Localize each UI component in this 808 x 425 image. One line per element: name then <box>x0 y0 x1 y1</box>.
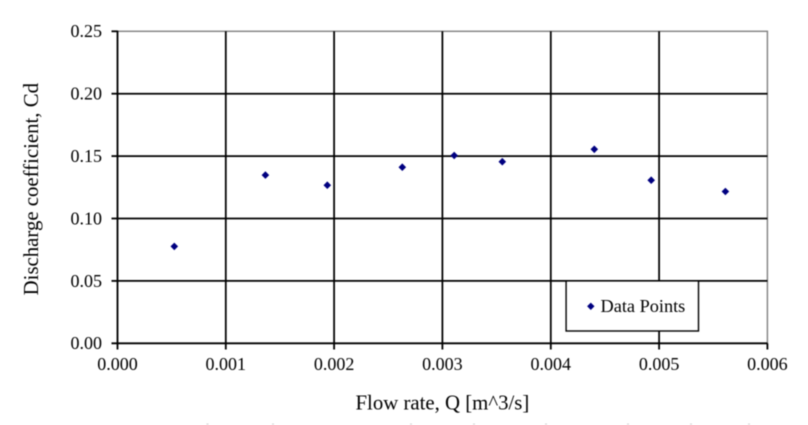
svg-text:0.20: 0.20 <box>71 84 103 104</box>
svg-text:0.001: 0.001 <box>206 354 247 374</box>
svg-text:0.005: 0.005 <box>639 354 680 374</box>
svg-text:Data Points: Data Points <box>601 296 686 316</box>
svg-text:0.006: 0.006 <box>747 354 788 374</box>
svg-text:0.05: 0.05 <box>71 271 103 291</box>
svg-text:0.002: 0.002 <box>314 354 355 374</box>
svg-text:0.15: 0.15 <box>71 146 103 166</box>
svg-text:0.00: 0.00 <box>71 333 103 353</box>
svg-text:0.003: 0.003 <box>422 354 463 374</box>
svg-text:0.25: 0.25 <box>71 21 103 41</box>
svg-text:0.000: 0.000 <box>97 354 138 374</box>
svg-text:0.10: 0.10 <box>71 208 103 228</box>
svg-text:Flow rate, Q [m^3/s]: Flow rate, Q [m^3/s] <box>355 391 529 414</box>
svg-text:0.004: 0.004 <box>531 354 572 374</box>
svg-text:Discharge coefficient, Cd: Discharge coefficient, Cd <box>20 82 43 295</box>
